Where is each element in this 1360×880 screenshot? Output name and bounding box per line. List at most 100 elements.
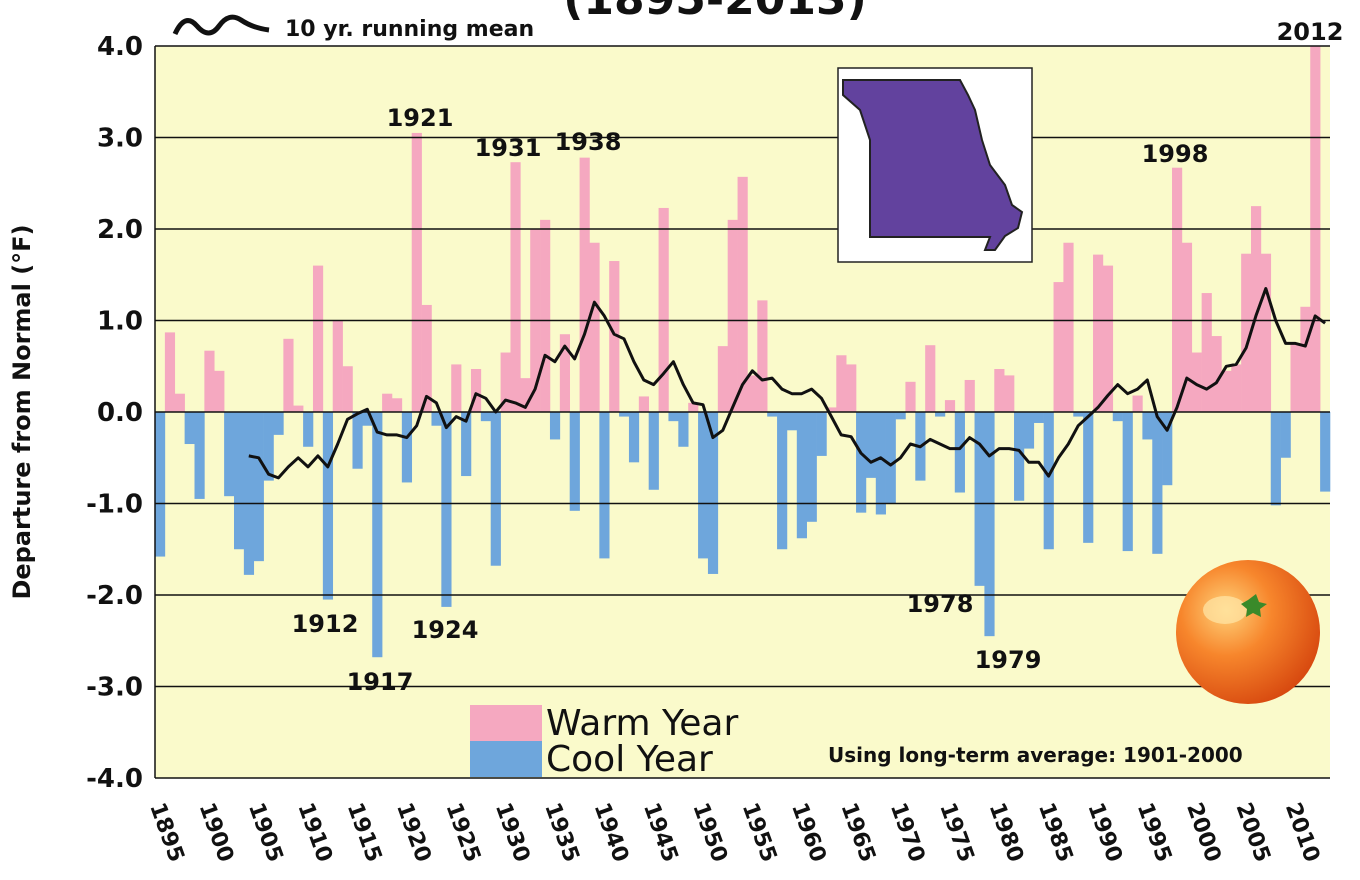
bar — [1102, 265, 1114, 412]
bar — [204, 350, 215, 412]
bar — [322, 412, 334, 600]
x-tick-label: 1970 — [885, 800, 929, 866]
legend-swatch — [470, 741, 542, 777]
chart-title: (1895-2013) — [563, 0, 866, 25]
bar — [994, 368, 1005, 412]
bar — [984, 412, 995, 637]
legend-label: Warm Year — [546, 703, 738, 744]
bar — [540, 219, 551, 412]
bar — [1033, 412, 1044, 423]
x-tick-label: 1985 — [1033, 800, 1077, 866]
bar — [1211, 336, 1222, 412]
bar — [401, 412, 413, 483]
y-tick-label: 0.0 — [97, 398, 143, 428]
x-tick-label: 2010 — [1280, 800, 1324, 866]
bar — [214, 370, 225, 412]
bar — [431, 412, 442, 426]
x-tick-label: 1965 — [835, 800, 879, 866]
bar — [796, 412, 807, 539]
bar — [155, 412, 166, 557]
bar — [1191, 352, 1202, 412]
bar — [865, 412, 877, 478]
bar — [1083, 412, 1094, 543]
bar — [1142, 412, 1153, 440]
bar — [421, 304, 432, 412]
bar — [1231, 364, 1242, 412]
bar — [638, 396, 649, 412]
bar — [411, 132, 422, 413]
annotation: 1924 — [412, 616, 479, 644]
x-tick-label: 1990 — [1082, 800, 1126, 866]
x-tick-label: 1930 — [490, 800, 534, 866]
y-tick-label: -3.0 — [86, 673, 143, 703]
missouri-shape — [842, 79, 1024, 251]
bar — [1290, 343, 1301, 412]
bar — [263, 412, 274, 481]
bar — [1073, 412, 1084, 417]
bar — [974, 412, 985, 586]
legend-line-icon — [172, 14, 270, 36]
bar — [589, 242, 600, 412]
bar — [470, 368, 482, 412]
bar — [1162, 412, 1173, 486]
bar — [816, 412, 827, 456]
bar — [352, 412, 363, 469]
bar — [342, 366, 353, 412]
bar — [727, 219, 738, 412]
bar — [1201, 293, 1212, 412]
legend-line-label: 10 yr. running mean — [285, 17, 534, 42]
bar — [1172, 167, 1183, 412]
x-tick-label: 1910 — [292, 800, 336, 866]
x-tick-label: 1980 — [984, 800, 1028, 866]
bar — [372, 412, 383, 658]
bar — [461, 412, 472, 477]
bar — [786, 412, 798, 431]
bar — [1181, 242, 1193, 412]
bar — [668, 412, 679, 422]
bar — [441, 412, 452, 607]
bar — [1023, 412, 1035, 449]
bar — [1260, 253, 1272, 412]
bar — [658, 207, 669, 412]
bar — [332, 320, 343, 412]
note: Using long-term average: 1901-2000 — [828, 743, 1243, 767]
bar — [184, 412, 195, 445]
x-tick-label: 1895 — [144, 800, 188, 866]
bar — [451, 364, 462, 412]
x-tick-label: 2000 — [1181, 800, 1225, 866]
y-tick-label: 1.0 — [97, 307, 143, 337]
bar — [895, 412, 906, 420]
bar — [609, 261, 620, 412]
bar — [1004, 375, 1015, 412]
annotation: 1979 — [975, 646, 1042, 674]
bar — [1300, 306, 1311, 412]
bar — [757, 300, 768, 412]
bar — [243, 412, 255, 575]
bar — [648, 412, 659, 490]
bar — [391, 398, 403, 412]
bar — [273, 412, 284, 435]
bar — [767, 412, 778, 417]
orange-icon — [1176, 560, 1320, 704]
x-tick-label: 1950 — [687, 800, 731, 866]
bar — [480, 412, 492, 422]
bar — [520, 378, 531, 412]
bar — [579, 157, 590, 412]
bar — [1132, 395, 1143, 412]
y-tick-label: -4.0 — [86, 764, 143, 794]
missouri-inset — [837, 67, 1033, 263]
bar — [688, 402, 699, 412]
bar — [698, 412, 709, 559]
running-mean-line — [248, 287, 1326, 480]
annotation: 1931 — [475, 134, 542, 162]
bar — [312, 265, 324, 412]
bar — [1043, 412, 1054, 550]
annotation: 1938 — [555, 128, 622, 156]
bar — [885, 412, 896, 504]
bar — [362, 412, 373, 426]
orange-leaf — [1241, 594, 1267, 617]
bar — [569, 412, 580, 511]
x-tick-label: 1960 — [786, 800, 830, 866]
